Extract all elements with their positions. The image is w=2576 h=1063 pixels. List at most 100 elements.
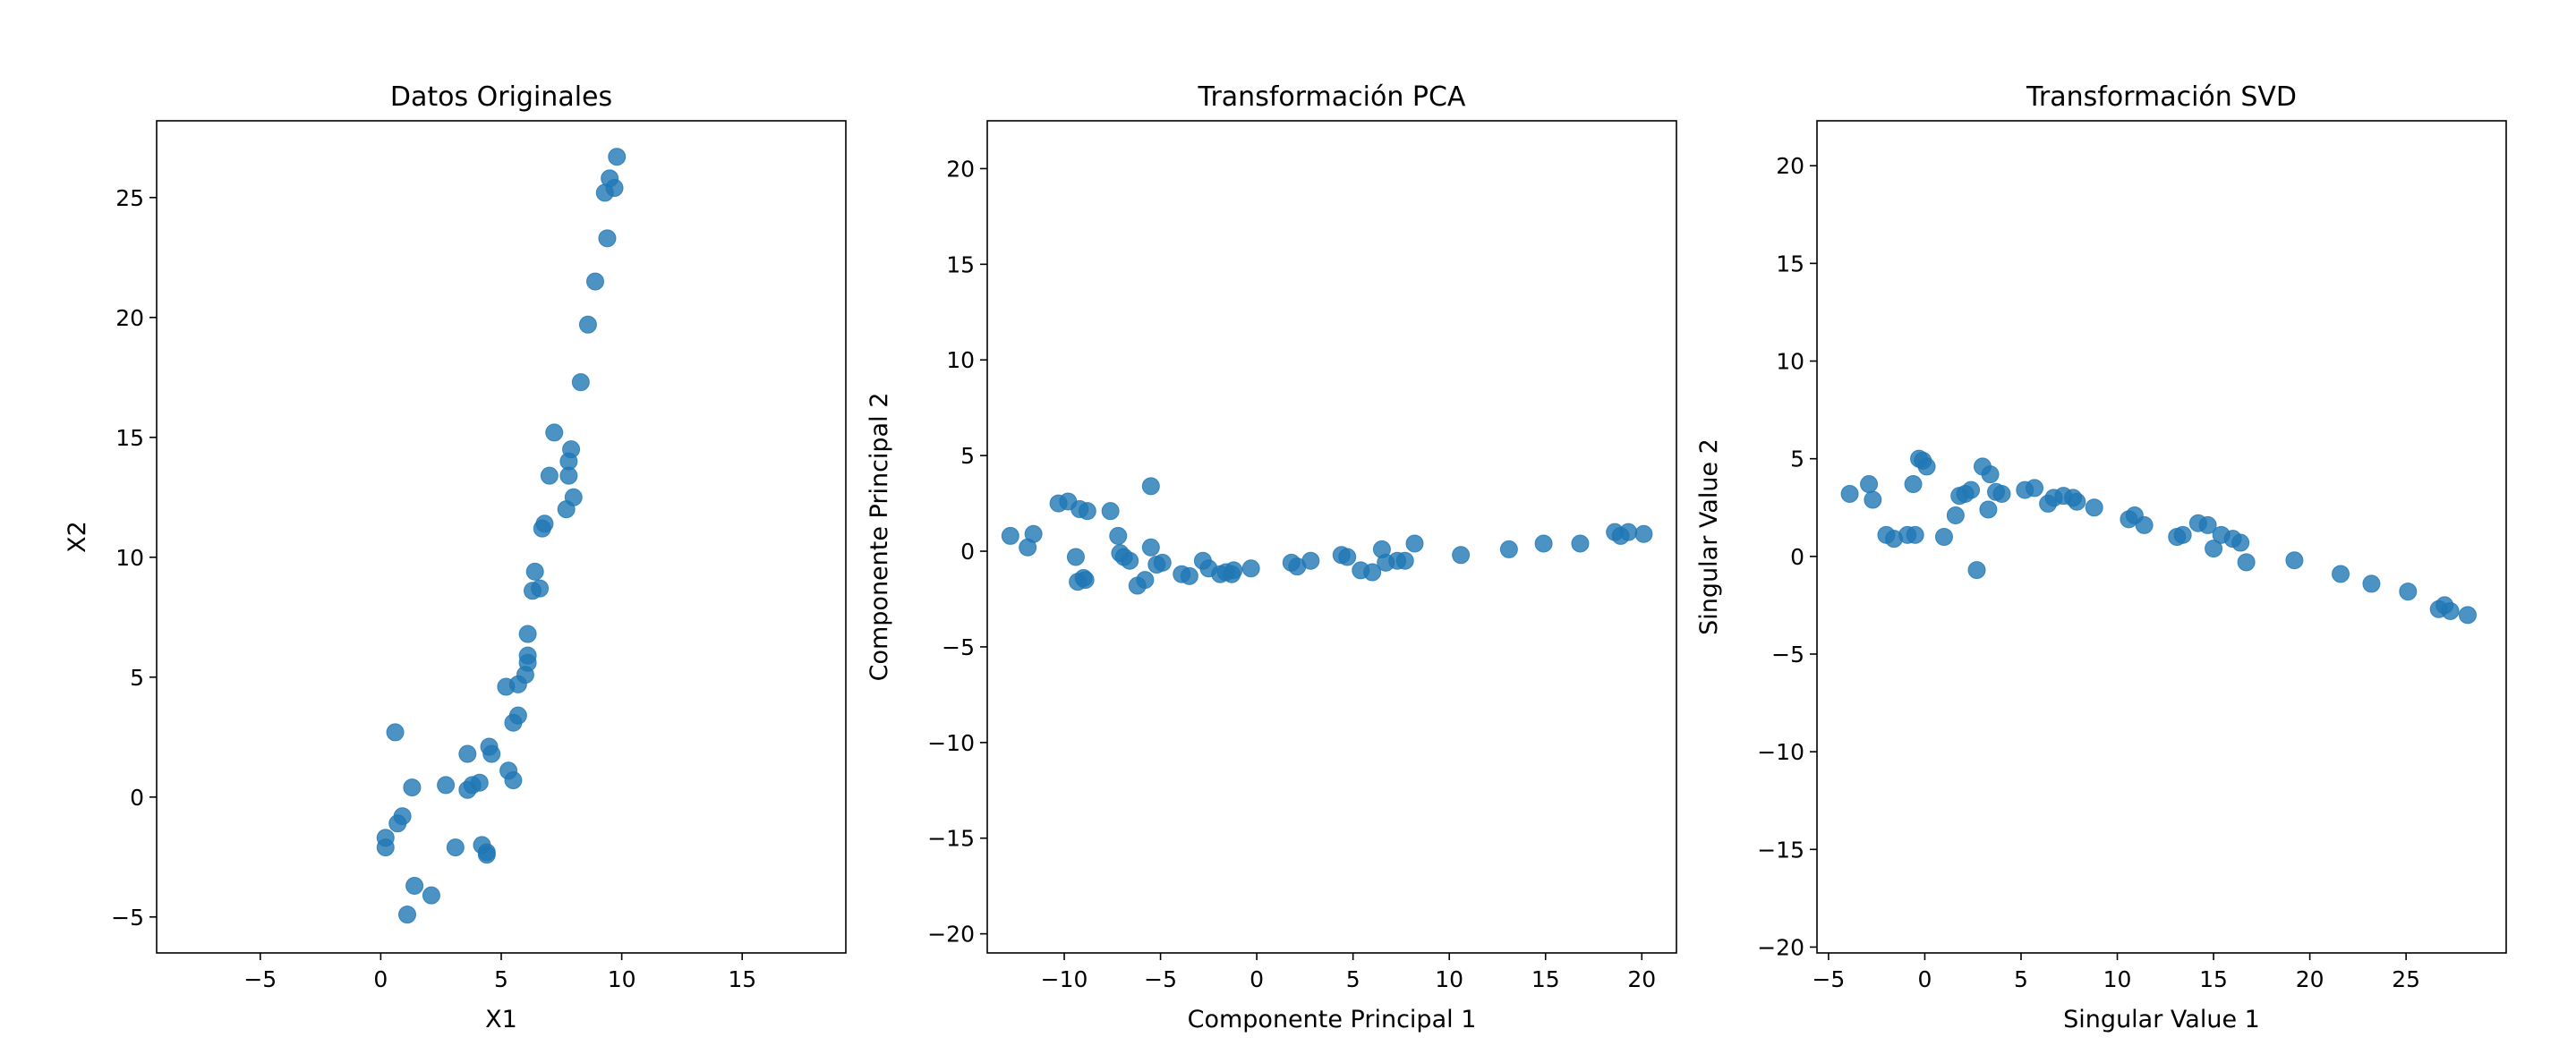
x-tick-label: 0 xyxy=(1250,966,1264,992)
subplot-title: Datos Originales xyxy=(390,81,612,113)
subplot-2: −10 −5 0 5 10 15 20 −20 −15 −10 −5 0 5 10 15 20 Transfor… xyxy=(866,81,1677,1033)
x-tick-label: 5 xyxy=(1346,966,1361,992)
data-point xyxy=(405,876,424,895)
x-tick-label: −5 xyxy=(243,966,277,992)
y-tick-label: 0 xyxy=(1790,544,1804,570)
data-point xyxy=(1153,553,1172,572)
y-tick-label: 10 xyxy=(115,545,144,571)
data-point xyxy=(2198,515,2217,534)
data-point xyxy=(2085,498,2103,517)
data-point xyxy=(1917,457,1936,476)
data-point xyxy=(2332,565,2350,583)
data-point xyxy=(1066,548,1085,566)
y-tick-label: 0 xyxy=(960,539,975,565)
data-point xyxy=(482,744,501,763)
x-axis-label: Componente Principal 1 xyxy=(1188,1006,1477,1033)
subplot-title: Transformación SVD xyxy=(2026,81,2297,113)
y-tick-label: 15 xyxy=(115,425,144,451)
data-point xyxy=(1136,571,1155,590)
data-point xyxy=(2173,525,2192,544)
plot-frame xyxy=(986,120,1677,954)
data-point xyxy=(1405,534,1424,553)
data-point xyxy=(2458,606,2477,625)
data-point xyxy=(1962,480,1981,499)
data-point xyxy=(1024,524,1043,543)
x-tick-label: 20 xyxy=(2296,966,2324,992)
y-tick-label: 10 xyxy=(946,347,975,373)
data-point xyxy=(562,440,581,459)
y-tick-label: 15 xyxy=(946,251,975,277)
data-point xyxy=(1634,524,1653,543)
data-point xyxy=(2399,583,2418,601)
x-tick-label: 15 xyxy=(2199,966,2228,992)
y-tick-label: −20 xyxy=(1757,934,1804,960)
y-tick-label: 20 xyxy=(946,156,975,182)
data-point xyxy=(1363,563,1382,582)
data-point xyxy=(386,723,405,742)
data-point xyxy=(1904,475,1923,494)
x-axis-label: X1 xyxy=(485,1006,517,1033)
data-point xyxy=(508,706,527,725)
y-tick-label: 5 xyxy=(1790,446,1804,472)
x-tick-label: 15 xyxy=(728,966,756,992)
data-point xyxy=(1121,551,1139,570)
subplot-1: −5 0 5 10 15 −5 0 5 10 15 20 25 Datos Originales X1 X2 xyxy=(64,81,847,1033)
data-point xyxy=(1840,484,1859,503)
data-point xyxy=(2441,601,2460,620)
data-point xyxy=(2135,515,2154,534)
y-axis-label: Singular Value 2 xyxy=(1695,438,1723,635)
data-point xyxy=(376,838,395,857)
data-point xyxy=(2231,533,2250,552)
data-point xyxy=(2362,574,2381,593)
y-tick-label: −15 xyxy=(1757,837,1804,863)
data-point xyxy=(1534,534,1553,553)
data-point xyxy=(1101,502,1120,521)
data-point xyxy=(1864,490,1882,509)
y-tick-label: 25 xyxy=(115,185,144,211)
data-point xyxy=(1946,506,1965,524)
data-point xyxy=(1076,571,1095,590)
data-point xyxy=(1001,526,1019,545)
y-axis-label: Componente Principal 2 xyxy=(866,393,893,682)
data-point xyxy=(518,646,537,665)
data-point xyxy=(1301,551,1320,570)
scatter-series xyxy=(376,148,627,924)
y-tick-label: 20 xyxy=(115,305,144,331)
x-tick-label: 25 xyxy=(2392,966,2420,992)
data-point xyxy=(1241,559,1260,578)
data-point xyxy=(470,773,489,792)
data-point xyxy=(1906,525,1924,544)
data-point xyxy=(1992,484,2011,503)
data-point xyxy=(540,466,559,485)
y-tick-label: 15 xyxy=(1776,251,1804,276)
y-tick-label: −10 xyxy=(927,730,975,756)
data-point xyxy=(1981,465,2000,484)
data-point xyxy=(1934,528,1953,546)
x-axis-label: Singular Value 1 xyxy=(2063,1006,2260,1033)
y-axis-label: X2 xyxy=(64,521,91,553)
data-point xyxy=(403,778,422,797)
data-point xyxy=(1967,561,1986,580)
data-point xyxy=(586,272,604,291)
data-point xyxy=(398,906,416,924)
data-point xyxy=(1223,565,1241,583)
x-tick-label: 5 xyxy=(494,966,508,992)
data-point xyxy=(564,488,583,506)
data-point xyxy=(1619,523,1638,541)
y-tick-label: −10 xyxy=(1757,739,1804,765)
data-point xyxy=(1338,548,1357,566)
y-tick-label: −5 xyxy=(942,634,975,660)
data-point xyxy=(1109,526,1128,545)
data-point xyxy=(393,807,412,826)
scatter-series xyxy=(1840,449,2477,625)
x-tick-label: 5 xyxy=(2014,966,2028,992)
data-point xyxy=(1141,538,1160,557)
data-point xyxy=(535,514,554,533)
y-tick-label: 10 xyxy=(1776,349,1804,375)
y-tick-label: −5 xyxy=(1771,642,1804,668)
data-point xyxy=(422,886,440,905)
data-point xyxy=(2068,492,2086,511)
data-point xyxy=(1979,500,1998,519)
x-tick-label: 20 xyxy=(1627,966,1656,992)
